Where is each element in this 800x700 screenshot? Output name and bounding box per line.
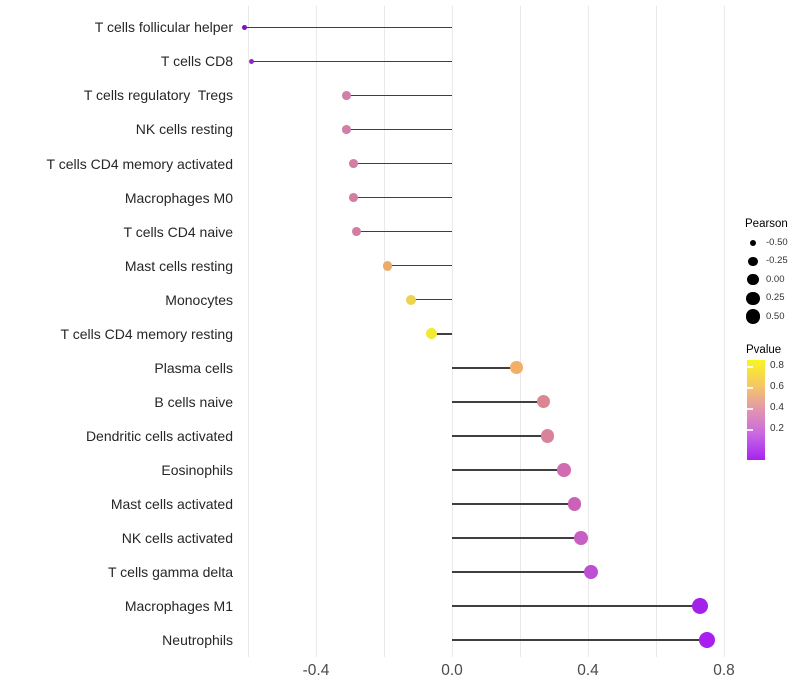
lollipop-stem xyxy=(452,537,582,539)
pearson-legend-label: -0.25 xyxy=(766,255,788,267)
lollipop-dot xyxy=(584,565,599,580)
pvalue-colorbar-tick xyxy=(747,366,753,368)
x-tick-label: 0.0 xyxy=(441,662,463,679)
row-label: NK cells activated xyxy=(121,530,233,547)
pearson-legend-label: 0.50 xyxy=(766,310,785,322)
pearson-legend-dot xyxy=(748,256,758,266)
pearson-legend-dot xyxy=(747,274,759,286)
row-label: T cells regulatory Tregs xyxy=(83,87,233,104)
lollipop-dot xyxy=(242,24,247,30)
lollipop-stem xyxy=(452,401,544,403)
pearson-legend-label: -0.50 xyxy=(766,237,788,248)
row-label: Macrophages M0 xyxy=(124,189,233,206)
lollipop-dot xyxy=(406,294,417,305)
lollipop-stem xyxy=(353,196,452,199)
row-label: T cells CD4 naive xyxy=(123,223,233,240)
lollipop-stem xyxy=(346,128,452,131)
row-label: Neutrophils xyxy=(162,632,233,649)
lollipop-stem xyxy=(387,264,452,267)
lollipop-dot xyxy=(348,159,358,168)
row-label: T cells CD8 xyxy=(160,53,233,70)
pvalue-colorbar xyxy=(747,360,765,460)
pvalue-colorbar-label: 0.2 xyxy=(770,423,784,434)
lollipop-dot xyxy=(540,429,554,443)
lollipop-stem xyxy=(411,298,452,301)
lollipop-dot xyxy=(537,395,551,409)
lollipop-dot xyxy=(574,531,589,545)
lollipop-stem xyxy=(356,230,452,233)
pearson-legend-label: 0.00 xyxy=(766,273,785,285)
lollipop-dot xyxy=(382,260,393,271)
lollipop-stem xyxy=(452,367,517,369)
row-label: Eosinophils xyxy=(161,461,233,478)
row-label: NK cells resting xyxy=(135,121,233,138)
pearson-legend-dot xyxy=(749,239,757,247)
lollipop-stem xyxy=(244,26,452,29)
lollipop-dot xyxy=(426,328,437,340)
x-tick-label: 0.4 xyxy=(577,662,599,679)
row-label: Monocytes xyxy=(165,291,233,308)
gridline xyxy=(383,6,385,657)
lollipop-stem xyxy=(353,162,452,165)
gridline xyxy=(247,6,249,657)
gridline xyxy=(519,6,521,657)
row-label: T cells CD4 memory resting xyxy=(60,325,233,342)
lollipop-stem xyxy=(251,60,452,63)
gridline xyxy=(451,6,453,657)
lollipop-stem xyxy=(452,639,707,641)
gridline xyxy=(655,6,657,657)
lollipop-dot xyxy=(342,91,351,100)
lollipop-dot xyxy=(248,58,254,64)
pvalue-colorbar-tick xyxy=(747,408,753,410)
lollipop-stem xyxy=(452,469,565,471)
row-label: Plasma cells xyxy=(154,359,233,376)
lollipop-dot xyxy=(567,497,582,511)
lollipop-stem xyxy=(431,332,452,335)
lollipop-dot xyxy=(348,193,358,202)
pearson-legend-dot xyxy=(745,309,761,324)
pearson-legend-label: 0.25 xyxy=(766,292,785,304)
pvalue-colorbar-label: 0.6 xyxy=(770,381,784,392)
pearson-legend-dot xyxy=(746,291,760,305)
row-label: B cells naive xyxy=(154,393,233,410)
lollipop-stem xyxy=(452,435,548,437)
lollipop-dot xyxy=(699,632,715,649)
row-label: Macrophages M1 xyxy=(124,598,233,615)
pvalue-colorbar-label: 0.4 xyxy=(770,402,784,413)
row-label: Dendritic cells activated xyxy=(85,427,233,444)
row-label: Mast cells resting xyxy=(124,257,233,274)
lollipop-dot xyxy=(352,227,362,237)
row-label: Mast cells activated xyxy=(110,496,233,512)
pearson-legend-title: Pearson xyxy=(745,218,788,230)
pvalue-legend-title: Pvalue xyxy=(746,344,782,356)
gridline xyxy=(315,6,317,657)
pvalue-colorbar-tick xyxy=(747,387,753,389)
gridline xyxy=(723,6,725,657)
lollipop-dot xyxy=(342,125,351,134)
row-label: T cells CD4 memory activated xyxy=(46,155,233,172)
lollipop-stem xyxy=(452,605,701,607)
pvalue-colorbar-tick xyxy=(747,429,753,431)
row-label: T cells follicular helper xyxy=(94,19,233,36)
gridline xyxy=(587,6,589,657)
x-tick-label: 0.8 xyxy=(713,662,735,679)
lollipop-dot xyxy=(557,463,571,477)
lollipop-dot xyxy=(692,598,709,615)
x-tick-label: -0.4 xyxy=(302,662,330,679)
row-label: T cells gamma delta xyxy=(107,564,233,581)
lollipop-dot xyxy=(510,361,523,375)
lollipop-stem xyxy=(452,571,592,573)
pvalue-colorbar-label: 0.8 xyxy=(770,360,784,371)
lollipop-stem xyxy=(346,94,452,97)
lollipop-stem xyxy=(452,503,575,505)
